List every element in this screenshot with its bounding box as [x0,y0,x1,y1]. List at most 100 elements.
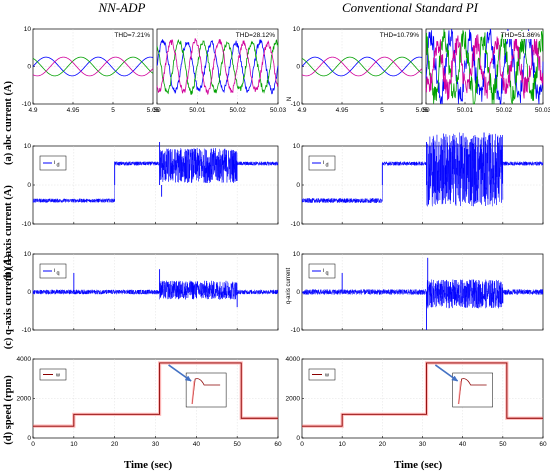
abc-right-phase-b [301,56,423,77]
speed-left-xtick-label: 30 [152,441,160,448]
abc-left-sub0-xtick-label: 5.05 [147,107,160,114]
d-right-ytick-label: 10 [293,143,301,150]
speed-right-inset-trace [458,378,487,405]
q-left-ytick-label: -10 [22,327,32,334]
speed-left-xtick-label: 10 [70,441,78,448]
d-left-legend-label: i [54,160,55,166]
speed-left-inset-trace [191,378,221,405]
q-right-axes: 10 0 -10 i q [291,251,544,334]
speed-right-zoom-arrowhead [451,375,459,382]
abc-right-sub1-xtick-label: 50.02 [496,107,513,114]
q-right-legend-subscript: q [326,271,329,277]
abc-right-sub0-xtick-label: 5.05 [416,107,429,114]
d-right-axes: 10 0 -10 i d [291,132,544,228]
q-right-ytick-label: 0 [296,289,300,296]
abc-left-sub1-xtick-label: 50.02 [230,107,247,114]
title-right: Conventional Standard PI [342,0,479,15]
abc-right-thd-box [382,31,420,39]
speed-right-xtick-label: 30 [419,441,427,448]
speed-right-ytick-label: 2000 [286,396,301,403]
q-left-axes: 10 0 -10 i q [22,251,279,334]
abc-left-sub0-xtick-label: 4.95 [67,107,80,114]
abc-left-thd-label: THD=7.21% [114,32,150,39]
q-left-ytick-label: 0 [27,289,31,296]
abc-left-thd-box [113,31,151,39]
d-left-ytick-label: -10 [22,221,32,228]
abc-right-phase-a [425,28,544,105]
d-right-ytick-label: -10 [291,221,301,228]
abc-left-thd-label: THD=28.12% [236,32,275,39]
speed-right-inset-band [457,380,462,405]
speed-left-ytick-label: 2000 [17,396,32,403]
abc-left-phase-c [156,38,279,95]
x-label-left: Time (sec) [124,459,173,471]
abc-right-sub0-xtick-label: 4.9 [297,107,306,114]
speed-left-ytick-label: 4000 [17,356,32,363]
d-left-ytick-label: 10 [24,143,32,150]
x-label-right: Time (sec) [394,459,443,471]
abc-left-phase-a [156,39,279,95]
speed-right-ytick-label: 0 [296,435,300,442]
abc-right-sub0-xtick-label: 5 [380,107,384,114]
abc-right-thd-label: THD=51.86% [501,32,540,39]
q-left-legend-subscript: q [57,271,60,277]
d-right-ytick-label: 0 [296,182,300,189]
d-left-ytick-label: 0 [27,182,31,189]
d-right-legend-subscript: d [326,163,329,169]
q-left-legend-label: i [54,268,55,274]
stray-label-abc-right: N [287,97,293,101]
speed-right-ytick-label: 4000 [286,356,301,363]
abc-right-thd-box [503,31,541,39]
speed-right-xtick-label: 40 [459,441,467,448]
abc-right-phase-c [301,56,423,77]
speed-left-inset-band [191,380,195,405]
q-left-legend-box [39,263,67,279]
abc-left-sub1-axes: 50 50.01 50.02 50.03 THD=28.12% [153,28,287,114]
d-right-trace [301,132,544,207]
speed-left-axes: 4000 2000 00 10 20 30 40 50 60 w [17,356,282,448]
speed-right-xtick-label: 20 [379,441,387,448]
speed-right-legend-label: w [324,373,329,379]
abc-right-phase-c [425,33,544,101]
row-label-q: (c) q-axis current (A) [3,254,14,349]
abc-left-sub1-xtick-label: 50.01 [189,107,206,114]
d-left-legend-subscript: d [57,163,60,169]
abc-left-sub1-xtick-label: 50 [153,107,161,114]
speed-left-xtick-label: 0 [31,441,35,448]
speed-right-xtick-label: 60 [539,441,547,448]
row-label-d: (b) d-axis current (A) [3,185,14,281]
speed-left-ytick-label: 0 [27,435,31,442]
speed-left-xtick-label: 60 [274,441,282,448]
abc-right-sub0-xtick-label: 4.95 [336,107,349,114]
abc-right-phase-b [425,29,544,105]
abc-right-sub1-xtick-label: 50.03 [535,107,550,114]
abc-left-phase-c [32,56,154,77]
abc-right-sub1-xtick-label: 50.01 [457,107,474,114]
d-left-legend-box [39,155,67,171]
abc-right-sub0-axes: 10 0 -104.9 4.95 5 5.05 THD=10.79% [291,26,429,114]
speed-left-xtick-label: 40 [193,441,201,448]
abc-left-phase-b [32,56,154,77]
abc-left-sub1-xtick-label: 50.03 [270,107,287,114]
d-left-axes: 10 0 -10 i d [22,142,279,228]
abc-left-ytick-label: 0 [27,64,31,71]
speed-right-xtick-label: 50 [499,441,507,448]
abc-left-sub0-xtick-label: 4.9 [28,107,37,114]
title-left: NN-ADP [98,0,146,15]
q-left-ytick-label: 10 [24,251,32,258]
speed-right-xtick-label: 0 [300,441,304,448]
abc-right-ytick-label: 0 [296,64,300,71]
abc-right-ytick-label: 10 [293,26,301,33]
row-label-speed: (d) speed (rpm) [3,375,14,445]
row-label-abc: (a) abc current (A) [3,80,14,165]
q-right-legend-box [308,263,336,279]
d-right-legend-box [308,155,336,171]
speed-left-zoom-arrowhead [184,375,192,382]
abc-left-ytick-label: 10 [24,26,32,33]
speed-left-speed-trace [33,362,278,427]
d-left-trace [32,147,279,204]
speed-right-speed-trace [302,362,543,427]
abc-right-thd-label: THD=10.79% [380,32,419,39]
q-left-trace [32,280,279,301]
abc-left-phase-b [156,38,279,96]
